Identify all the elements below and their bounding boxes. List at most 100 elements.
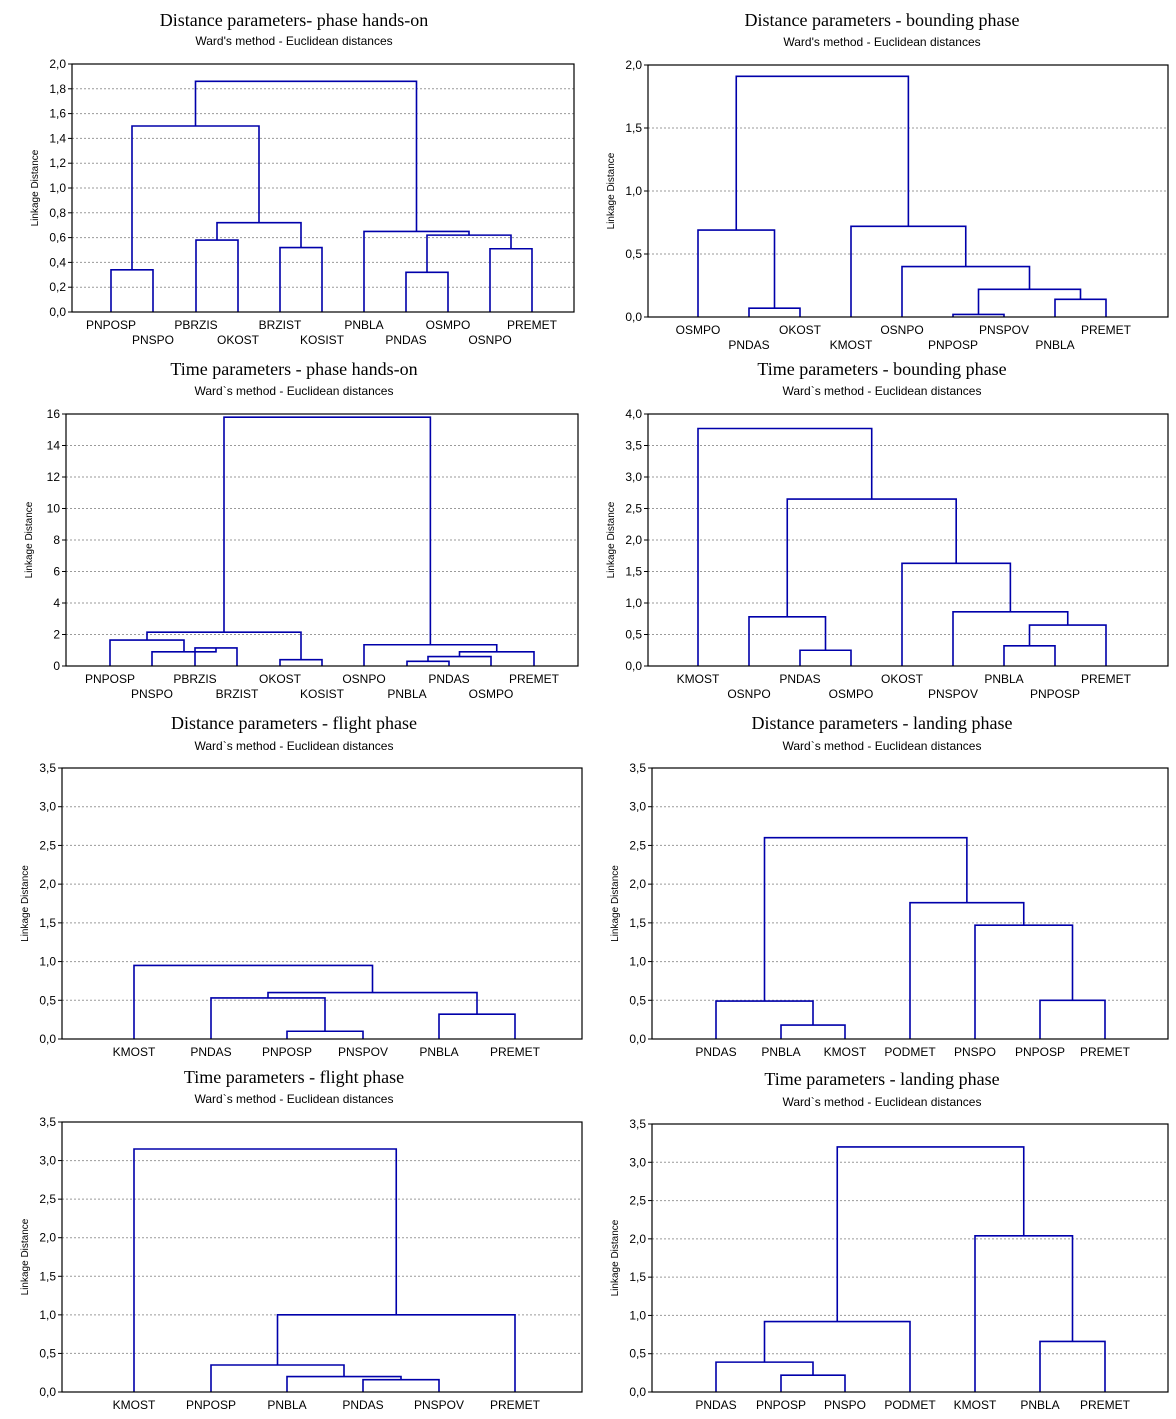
leaf-label: PNSPOV — [928, 687, 978, 701]
y-tick-label: 1,0 — [39, 1308, 56, 1322]
dendrogram-link — [426, 234, 512, 273]
dendrogram-link — [489, 247, 533, 312]
dendrogram-link — [715, 1000, 814, 1039]
y-axis-label: Linkage Distance — [30, 149, 41, 226]
chart-title: Distance parameters- phase hands-on — [159, 10, 429, 30]
leaf-label: KOSIST — [300, 333, 345, 347]
dendrogram-link — [780, 1374, 846, 1392]
leaf-label: PNBLA — [267, 1398, 306, 1412]
dendrogram-link — [715, 1361, 814, 1392]
dendrogram-panel-distance-bounding: Distance parameters - bounding phase War… — [588, 0, 1176, 355]
leaf-label: PNPOSP — [756, 1398, 806, 1412]
y-tick-label: 1,0 — [39, 955, 56, 969]
dendrogram-chart: 0,0 0,5 1,0 1,5 2,0 2,5 3,0 3,5 Linkage Distance… — [20, 761, 583, 1059]
chart-subtitle: Ward`s method - Euclidean distances — [782, 739, 982, 753]
y-tick-label: 1,2 — [49, 156, 66, 170]
y-axis-label: Linkage Distance — [606, 501, 617, 578]
y-tick-label: 2,5 — [39, 838, 56, 852]
y-tick-label: 3,0 — [629, 800, 646, 814]
plot-frame — [61, 1121, 583, 1393]
chart-title: Time parameters - landing phase — [764, 1069, 1000, 1089]
dendrogram-link — [286, 1030, 364, 1039]
dendrogram-panel-time-bounding: Time parameters - bounding phase Ward`s … — [588, 355, 1176, 710]
dendrogram-link — [799, 649, 852, 666]
dendrogram-link — [223, 416, 432, 645]
leaf-label: KMOST — [677, 672, 720, 686]
y-tick-label: 0,8 — [49, 206, 66, 220]
dendrogram-link — [405, 271, 449, 312]
dendrogram-link — [133, 964, 374, 1039]
y-tick-label: 0,2 — [49, 280, 66, 294]
dendrogram-chart: 0,0 0,5 1,0 1,5 2,0 2,5 3,0 3,5 4,0 Linkage Dista… — [606, 407, 1169, 701]
leaf-label: OSNPO — [468, 333, 511, 347]
y-tick-label: 0,5 — [625, 628, 642, 642]
dendrogram-panel-time-hands-on: Time parameters - phase hands-on Ward`s … — [0, 355, 588, 710]
y-tick-label: 2 — [53, 628, 60, 642]
dendrogram-chart: 0,0 0,5 1,0 1,5 2,0 Linkage Distance OSMPO PNDA… — [606, 58, 1169, 352]
y-tick-label: 0,5 — [625, 247, 642, 261]
leaf-label: PNSPO — [132, 333, 174, 347]
leaf-label: PNPOSP — [1015, 1045, 1065, 1059]
leaf-label: PBRZIS — [173, 672, 216, 686]
dendrogram-panel-time-landing: Time parameters - landing phase Ward`s m… — [588, 1064, 1176, 1419]
dendrogram-link — [836, 1146, 1025, 1322]
leaf-label: BRZIST — [216, 687, 259, 701]
chart-title: Time parameters - flight phase — [183, 1067, 405, 1087]
y-tick-label: 1,5 — [39, 1269, 56, 1283]
leaf-label: PNSPO — [824, 1398, 866, 1412]
dendrogram-link — [786, 498, 957, 617]
leaf-label: PNDAS — [728, 338, 769, 352]
y-axis-label: Linkage Distance — [610, 865, 621, 942]
y-tick-label: 2,0 — [625, 58, 642, 72]
dendrogram-link — [763, 1320, 911, 1392]
y-tick-label: 16 — [47, 407, 61, 421]
y-tick-label: 3,5 — [39, 1115, 56, 1129]
dendrogram-link — [279, 246, 323, 312]
leaf-label: OSNPO — [342, 672, 385, 686]
leaf-label: PNPOSP — [262, 1045, 312, 1059]
y-tick-label: 3,5 — [629, 761, 646, 775]
leaf-label: OKOST — [217, 333, 260, 347]
leaf-label: PNSPOV — [338, 1045, 388, 1059]
leaf-label: PNPOSP — [86, 318, 136, 332]
dendrogram-link — [438, 1013, 516, 1039]
leaf-label: OSMPO — [676, 323, 721, 337]
leaf-label: PREMET — [1080, 1398, 1131, 1412]
chart-subtitle: Ward`s method - Euclidean distances — [194, 739, 394, 753]
y-tick-label: 0,5 — [39, 1346, 56, 1360]
leaf-label: PNDAS — [428, 672, 469, 686]
y-tick-label: 3,5 — [39, 761, 56, 775]
y-tick-label: 3,0 — [39, 800, 56, 814]
y-tick-label: 1,0 — [629, 1308, 646, 1322]
dendrogram-link — [458, 651, 535, 666]
y-tick-label: 2,5 — [629, 838, 646, 852]
plot-frame — [647, 413, 1169, 667]
dendrogram-link — [406, 660, 450, 666]
plot-frame — [651, 1123, 1169, 1393]
y-tick-label: 1,5 — [629, 1270, 646, 1284]
leaf-label: PREMET — [490, 1398, 541, 1412]
leaf-label: PNPOSP — [85, 672, 135, 686]
y-tick-label: 1,5 — [629, 916, 646, 930]
dendrogram-link — [748, 307, 801, 317]
y-tick-label: 2,0 — [629, 877, 646, 891]
y-tick-label: 10 — [47, 502, 61, 516]
y-tick-label: 3,0 — [39, 1154, 56, 1168]
y-tick-label: 2,5 — [625, 502, 642, 516]
dendrogram-chart: 0,0 0,2 0,4 0,6 0,8 1,0 1,2 1,4 1,6 1,8 2,0 Linkage… — [30, 57, 575, 347]
y-tick-label: 2,0 — [629, 1232, 646, 1246]
y-tick-label: 0,0 — [39, 1032, 56, 1046]
dendrogram-link — [194, 80, 418, 232]
plot-frame — [65, 413, 579, 667]
dendrogram-link — [210, 1364, 345, 1392]
leaf-label: KMOST — [113, 1045, 156, 1059]
dendrogram-link — [697, 229, 776, 317]
y-tick-label: 2,5 — [39, 1192, 56, 1206]
y-tick-label: 0 — [53, 659, 60, 673]
y-tick-label: 1,8 — [49, 82, 66, 96]
plot-frame — [61, 767, 583, 1040]
leaf-label: PNSPO — [954, 1045, 996, 1059]
leaf-label: PNBLA — [1020, 1398, 1059, 1412]
dendrogram-link — [279, 658, 323, 666]
dendrogram-link — [780, 1024, 846, 1039]
